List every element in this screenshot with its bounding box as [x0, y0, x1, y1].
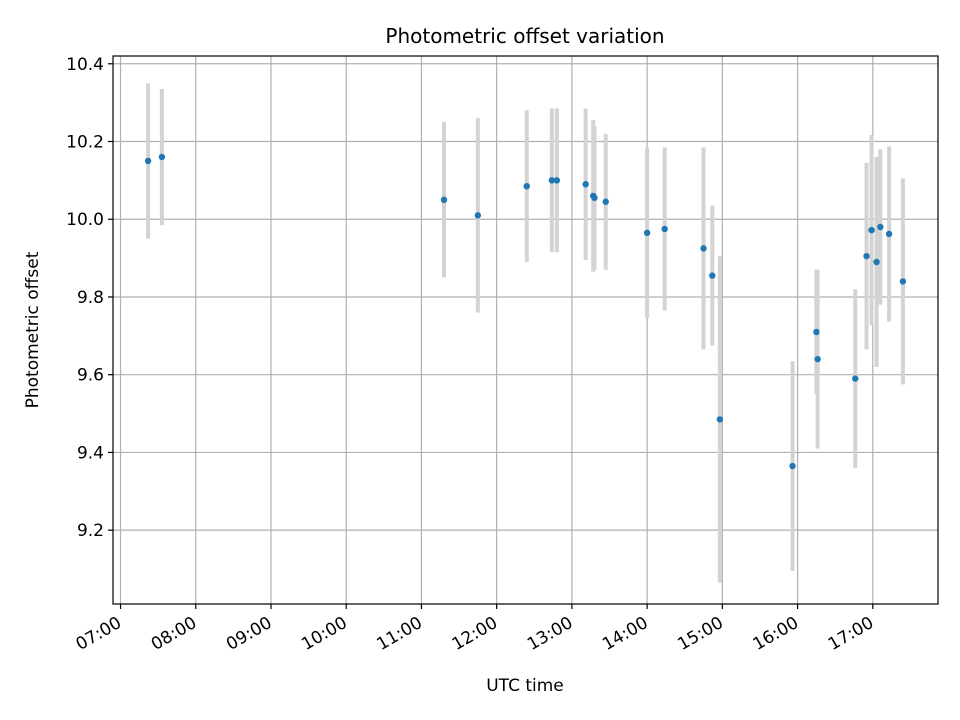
data-point	[523, 182, 530, 190]
y-axis-label: Photometric offset	[23, 251, 43, 408]
data-point	[602, 198, 609, 205]
y-tick-label: 9.4	[77, 443, 104, 463]
data-point	[863, 252, 870, 260]
data-point	[474, 212, 482, 219]
data-point	[548, 177, 556, 184]
data-point	[643, 229, 651, 237]
y-tick-label: 10.4	[66, 55, 104, 75]
data-point	[877, 223, 884, 231]
data-point	[144, 157, 152, 165]
data-point	[709, 272, 716, 279]
y-tick-label: 10.0	[66, 210, 104, 230]
data-point	[868, 226, 875, 234]
data-point	[553, 177, 561, 184]
data-point	[852, 375, 859, 382]
data-point	[591, 194, 598, 202]
y-tick-label: 10.2	[66, 133, 104, 153]
y-tick-label: 9.2	[77, 521, 104, 541]
data-point	[700, 245, 707, 252]
plot-frame	[112, 55, 939, 605]
data-point	[814, 355, 821, 363]
data-points	[144, 153, 907, 470]
data-point	[582, 181, 589, 188]
data-point	[440, 196, 448, 204]
data-point	[873, 258, 880, 266]
y-axis-ticks: 9.2 9.4 9.6 9.8 10.0 10.2 10.4	[66, 55, 113, 541]
data-point	[716, 416, 724, 423]
data-point	[789, 462, 796, 470]
data-point	[885, 230, 893, 238]
data-point	[899, 278, 907, 285]
y-tick-label: 9.8	[77, 288, 104, 308]
chart-title: Photometric offset variation	[385, 24, 664, 48]
data-point	[158, 153, 166, 161]
x-axis-label: UTC time	[486, 676, 564, 696]
data-point	[813, 328, 820, 336]
data-point	[661, 225, 668, 233]
y-tick-label: 9.6	[77, 366, 104, 386]
